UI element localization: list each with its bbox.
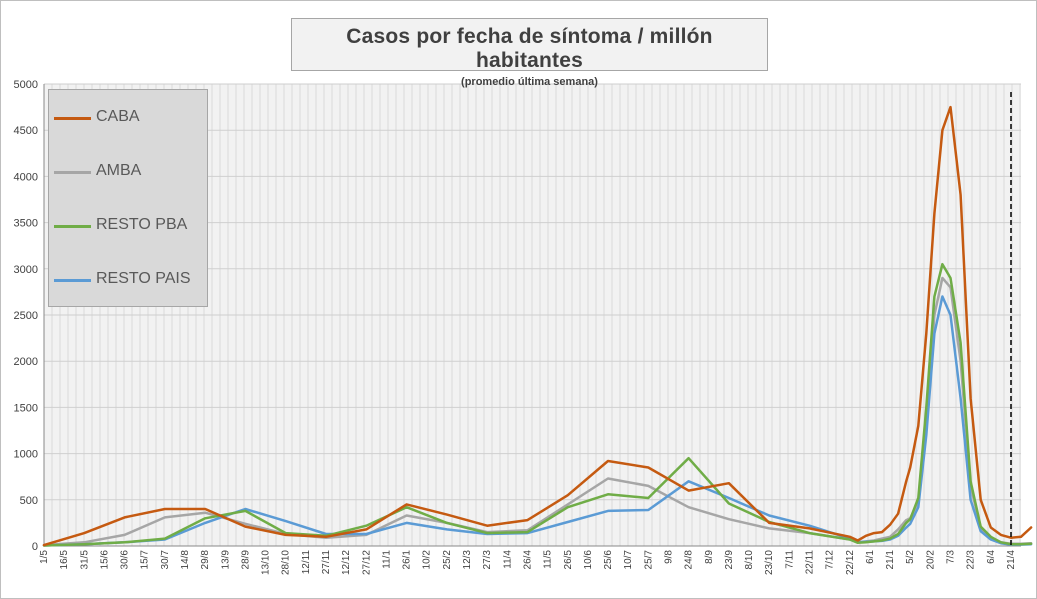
- legend-item-caba: CABA: [49, 107, 207, 129]
- y-tick-label: 2000: [14, 356, 38, 368]
- legend: CABA AMBA RESTO PBA RESTO PAIS: [48, 89, 208, 307]
- x-tick-label: 7/11: [784, 550, 795, 569]
- x-tick-label: 23/9: [724, 550, 735, 570]
- x-tick-label: 9/8: [663, 550, 674, 564]
- x-tick-label: 22/11: [804, 550, 815, 575]
- x-tick-label: 12/11: [301, 550, 312, 575]
- x-tick-label: 30/6: [120, 550, 131, 570]
- legend-label-amba: AMBA: [96, 162, 142, 179]
- legend-label-resto-pais: RESTO PAIS: [96, 270, 191, 287]
- y-tick-label: 1000: [14, 449, 38, 461]
- legend-swatch-caba: [54, 117, 91, 120]
- x-tick-label: 22/3: [966, 550, 977, 570]
- y-tick-label: 3000: [14, 264, 38, 276]
- x-tick-label: 28/9: [240, 550, 251, 570]
- x-tick-label: 1/5: [39, 550, 50, 564]
- x-tick-label: 15/6: [99, 550, 110, 570]
- x-tick-label: 15/7: [140, 550, 151, 570]
- title-box: Casos por fecha de síntoma / millón habi…: [291, 18, 768, 88]
- x-tick-label: 6/4: [986, 550, 997, 564]
- y-tick-label: 3500: [14, 218, 38, 230]
- legend-item-resto-pais: RESTO PAIS: [49, 269, 207, 291]
- x-tick-label: 12/3: [462, 550, 473, 570]
- x-tick-label: 11/4: [502, 550, 513, 569]
- x-tick-label: 27/11: [321, 550, 332, 575]
- legend-item-resto-pba: RESTO PBA: [49, 215, 207, 237]
- y-tick-label: 1500: [14, 402, 38, 414]
- x-tick-label: 22/12: [845, 550, 856, 575]
- chart-title: Casos por fecha de síntoma / millón habi…: [346, 25, 713, 72]
- x-tick-label: 6/1: [865, 550, 876, 564]
- x-tick-label: 25/7: [643, 550, 654, 570]
- y-tick-label: 4000: [14, 171, 38, 183]
- x-tick-label: 10/7: [623, 550, 634, 570]
- x-tick-label: 7/3: [945, 550, 956, 564]
- x-tick-label: 23/10: [764, 550, 775, 575]
- legend-item-amba: AMBA: [49, 161, 207, 183]
- y-tick-label: 5000: [14, 79, 38, 91]
- x-tick-label: 11/5: [543, 550, 554, 569]
- legend-label-resto-pba: RESTO PBA: [96, 216, 188, 233]
- x-tick-label: 26/1: [402, 550, 413, 570]
- x-tick-label: 21/1: [885, 550, 896, 570]
- x-tick-label: 13/10: [261, 550, 272, 575]
- series-line-caba: [42, 105, 1033, 547]
- x-tick-label: 20/2: [925, 550, 936, 570]
- y-axis-ticks: 0 500 1000 1500 2000 2500 3000 3500 4000 4500 5000: [14, 79, 38, 553]
- x-tick-label: 25/2: [442, 550, 453, 570]
- x-tick-label: 26/5: [563, 550, 574, 570]
- legend-swatch-resto-pba: [54, 225, 91, 228]
- x-axis-ticks: 1/5 16/5 31/5 15/6 30/6 15/7 30/7 14/8 29/8 13/9 2…: [39, 550, 1017, 575]
- x-tick-label: 7/12: [825, 550, 836, 570]
- legend-swatch-amba: [54, 171, 91, 174]
- x-tick-label: 10/6: [583, 550, 594, 570]
- x-tick-label: 8/9: [704, 550, 715, 564]
- x-tick-label: 16/5: [59, 550, 70, 570]
- x-tick-label: 11/1: [381, 550, 392, 569]
- y-tick-label: 2500: [14, 310, 38, 322]
- x-tick-label: 5/2: [905, 550, 916, 564]
- x-tick-label: 28/10: [281, 550, 292, 575]
- x-tick-label: 30/7: [160, 550, 171, 570]
- x-tick-label: 14/8: [180, 550, 191, 570]
- x-tick-label: 29/8: [200, 550, 211, 570]
- x-tick-label: 26/4: [522, 550, 533, 570]
- y-tick-label: 4500: [14, 125, 38, 137]
- y-tick-label: 0: [32, 541, 38, 553]
- x-tick-label: 25/6: [603, 550, 614, 570]
- legend-label-caba: CABA: [96, 108, 140, 125]
- x-tick-label: 8/10: [744, 550, 755, 570]
- x-tick-label: 24/8: [684, 550, 695, 570]
- y-tick-label: 500: [20, 495, 38, 507]
- x-tick-label: 31/5: [79, 550, 90, 570]
- x-tick-label: 27/3: [482, 550, 493, 570]
- series-lines: [42, 105, 1033, 547]
- legend-swatch-resto-pais: [54, 279, 91, 282]
- chart-subtitle: (promedio última semana): [461, 76, 598, 88]
- x-tick-label: 27/12: [361, 550, 372, 575]
- x-tick-label: 12/12: [341, 550, 352, 575]
- x-tick-label: 21/4: [1006, 550, 1017, 570]
- x-tick-label: 10/2: [422, 550, 433, 570]
- x-tick-label: 13/9: [220, 550, 231, 570]
